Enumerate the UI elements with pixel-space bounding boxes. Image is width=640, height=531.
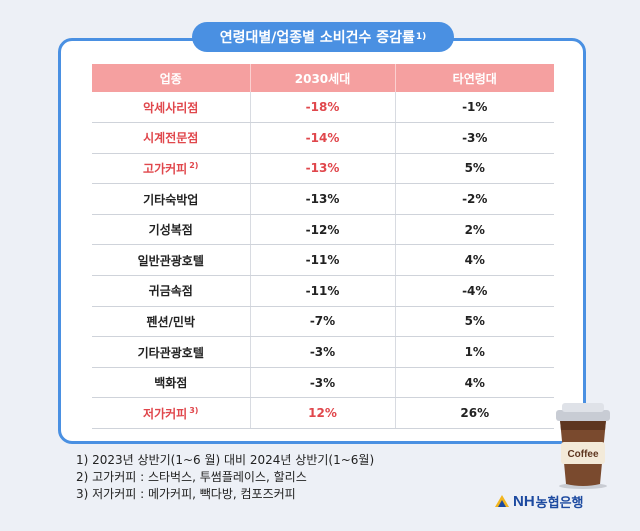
category-label: 백화점 (154, 376, 188, 391)
cell-2030: -3% (249, 336, 395, 368)
category-label: 기타관광호텔 (137, 345, 204, 360)
cell-other: -2% (394, 183, 554, 215)
table-row: 고가커피 2) -13% 5% (92, 153, 554, 185)
cell-other: 26% (394, 397, 554, 430)
cell-category: 일반관광호텔 (92, 244, 250, 277)
cell-2030: -7% (249, 306, 395, 338)
cell-2030: 12% (249, 397, 395, 430)
cell-category: 백화점 (92, 367, 250, 399)
category-label: 기성복점 (148, 223, 193, 238)
cell-2030: -3% (249, 367, 395, 399)
cell-category: 기성복점 (92, 214, 250, 246)
column-header-2030: 2030세대 (249, 64, 395, 92)
cell-category: 시계전문점 (92, 122, 250, 154)
coffee-cup-icon: Coffee (556, 403, 610, 489)
footnote-2: 2) 고가커피 : 스타벅스, 투썸플레이스, 할리스 (76, 470, 307, 484)
chart-title: 연령대별/업종별 소비건수 증감률 1) (192, 22, 454, 52)
cell-other: -3% (394, 122, 554, 154)
cell-2030: -13% (249, 153, 395, 185)
table-row: 귀금속점 -11% -4% (92, 275, 554, 307)
cell-category: 고가커피 2) (92, 153, 250, 185)
table-row: 펜션/민박 -7% 5% (92, 306, 554, 338)
column-header-category: 업종 (92, 64, 250, 92)
footnote-1: 1) 2023년 상반기(1~6 월) 대비 2024년 상반기(1~6월) (76, 453, 375, 467)
cell-2030: -14% (249, 122, 395, 154)
chart-title-note: 1) (415, 32, 427, 42)
table-row: 악세사리점 -18% -1% (92, 92, 554, 124)
table-row: 일반관광호텔 -11% 4% (92, 244, 554, 277)
chart-title-text: 연령대별/업종별 소비건수 증감률 (219, 30, 415, 46)
table-header-row: 업종 2030세대 타연령대 (92, 64, 554, 92)
cell-other: 2% (394, 214, 554, 246)
footnotes: 1) 2023년 상반기(1~6 월) 대비 2024년 상반기(1~6월) 2… (76, 452, 374, 503)
category-note: 2) (189, 160, 199, 170)
category-label: 귀금속점 (148, 284, 193, 299)
cell-category: 귀금속점 (92, 275, 250, 307)
cell-other: 5% (394, 306, 554, 338)
cell-2030: -12% (249, 214, 395, 246)
logo-latin: NH (513, 493, 535, 510)
cell-other: 1% (394, 336, 554, 368)
nh-bank-logo: NH 농협은행 (494, 492, 584, 511)
table-row: 기타관광호텔 -3% 1% (92, 336, 554, 368)
category-label: 고가커피 (143, 161, 188, 176)
category-label: 시계전문점 (143, 131, 199, 146)
category-label: 일반관광호텔 (137, 253, 204, 268)
category-label: 펜션/민박 (146, 314, 196, 329)
table-row: 기타숙박업 -13% -2% (92, 183, 554, 215)
table-row: 시계전문점 -14% -3% (92, 122, 554, 154)
category-note: 3) (189, 405, 199, 415)
cell-category: 펜션/민박 (92, 306, 250, 338)
cell-2030: -13% (249, 183, 395, 215)
cell-category: 악세사리점 (92, 92, 250, 124)
cell-other: -1% (394, 92, 554, 124)
cell-other: 5% (394, 153, 554, 185)
cell-category: 기타숙박업 (92, 183, 250, 215)
category-label: 악세사리점 (143, 100, 199, 115)
table-row: 기성복점 -12% 2% (92, 214, 554, 246)
cup-label: Coffee (567, 449, 599, 460)
cell-2030: -11% (249, 275, 395, 307)
category-label: 저가커피 (143, 406, 188, 421)
cell-category: 기타관광호텔 (92, 336, 250, 368)
cell-other: -4% (394, 275, 554, 307)
category-label: 기타숙박업 (143, 192, 199, 207)
cell-2030: -18% (249, 92, 395, 124)
table-row: 저가커피 3) 12% 26% (92, 397, 554, 430)
footnote-3: 3) 저가커피 : 메가커피, 빽다방, 컴포즈커피 (76, 487, 296, 501)
cell-other: 4% (394, 244, 554, 277)
column-header-other: 타연령대 (394, 64, 554, 92)
table-row: 백화점 -3% 4% (92, 367, 554, 399)
cell-2030: -11% (249, 244, 395, 277)
data-table: 업종 2030세대 타연령대 악세사리점 -18% -1% 시계전문점 -14% -3% 고… (92, 64, 554, 430)
logo-korean: 농협은행 (535, 496, 584, 511)
nh-logo-icon (495, 494, 509, 507)
cell-other: 4% (394, 367, 554, 399)
cell-category: 저가커피 3) (92, 397, 250, 430)
